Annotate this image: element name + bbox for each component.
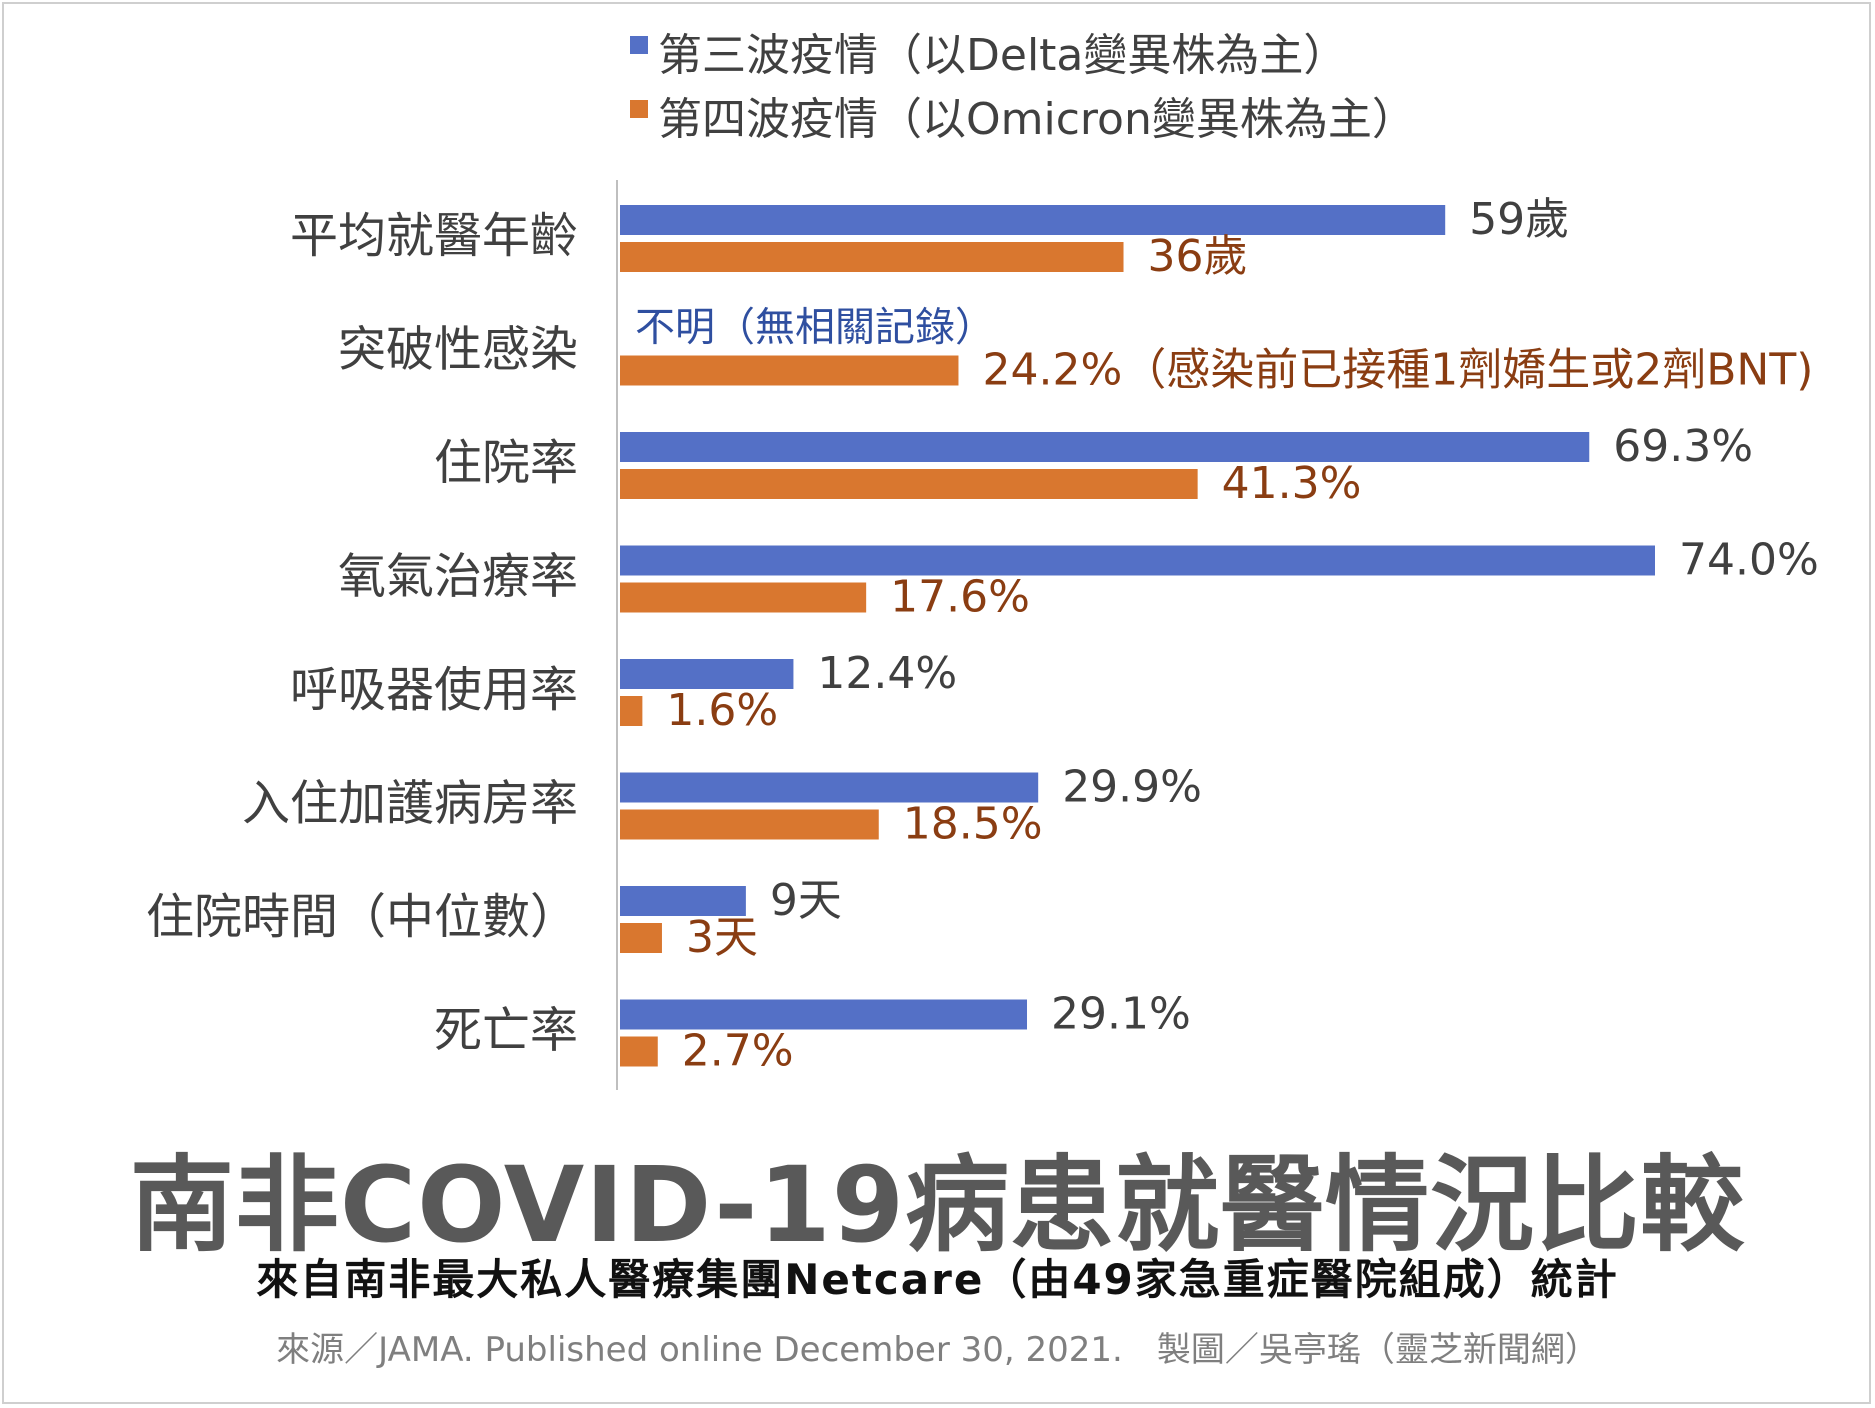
- bar-delta: [620, 886, 746, 916]
- legend-swatch-1: [630, 36, 648, 54]
- legend-swatch-2: [630, 100, 648, 118]
- bar-omicron: [620, 696, 643, 726]
- data-label-delta: 69.3%: [1613, 421, 1753, 472]
- data-label-omicron: 24.2%（感染前已接種1劑嬌生或2劑BNT): [982, 345, 1813, 396]
- bar-omicron: [620, 582, 867, 613]
- bar-omicron: [620, 469, 1198, 499]
- category-label: 住院率: [434, 435, 578, 491]
- bar-delta: [620, 432, 1590, 462]
- category-label: 住院時間（中位數）: [146, 889, 578, 945]
- category-label: 入住加護病房率: [242, 776, 578, 832]
- legend-label-2: 第四波疫情（以Omicron變異株為主）: [658, 94, 1416, 145]
- data-label-omicron: 1.6%: [666, 685, 778, 736]
- data-label-omicron: 36歲: [1148, 231, 1248, 282]
- category-label: 平均就醫年齡: [290, 208, 578, 264]
- data-label-delta: 29.9%: [1062, 762, 1202, 813]
- bar-omicron: [620, 1036, 658, 1067]
- category-label: 呼吸器使用率: [290, 662, 578, 718]
- category-label: 突破性感染: [338, 322, 578, 378]
- chart-title: 南非COVID-19病患就醫情況比較: [129, 1144, 1746, 1266]
- data-label-omicron: 17.6%: [890, 572, 1030, 623]
- data-label-delta: 9天: [770, 875, 842, 926]
- data-label-omicron: 3天: [686, 912, 758, 963]
- chart-source: 來源／JAMA. Published online December 30, 2…: [276, 1330, 1599, 1370]
- bar-omicron: [620, 809, 879, 840]
- bar-omicron: [620, 355, 959, 386]
- data-label-delta-note: 不明（無相關記錄）: [635, 305, 995, 351]
- data-label-omicron: 2.7%: [682, 1026, 794, 1077]
- data-label-delta: 29.1%: [1051, 989, 1191, 1040]
- bar-delta: [620, 999, 1028, 1030]
- legend-label-1: 第三波疫情（以Delta變異株為主）: [658, 30, 1347, 81]
- bar-delta: [620, 772, 1039, 803]
- chart-subtitle: 來自南非最大私人醫療集團Netcare（由49家急重症醫院組成）統計: [256, 1255, 1619, 1304]
- data-label-omicron: 18.5%: [903, 799, 1043, 850]
- category-label: 死亡率: [434, 1003, 578, 1059]
- bar-delta: [620, 205, 1446, 235]
- data-label-omicron: 41.3%: [1222, 458, 1362, 509]
- bar-delta: [620, 659, 794, 689]
- data-label-delta: 74.0%: [1679, 535, 1819, 586]
- bar-omicron: [620, 923, 662, 953]
- bar-omicron: [620, 242, 1124, 272]
- category-label: 氧氣治療率: [338, 549, 578, 605]
- bar-delta: [620, 545, 1655, 576]
- data-label-delta: 59歲: [1469, 194, 1569, 245]
- data-label-delta: 12.4%: [817, 648, 957, 699]
